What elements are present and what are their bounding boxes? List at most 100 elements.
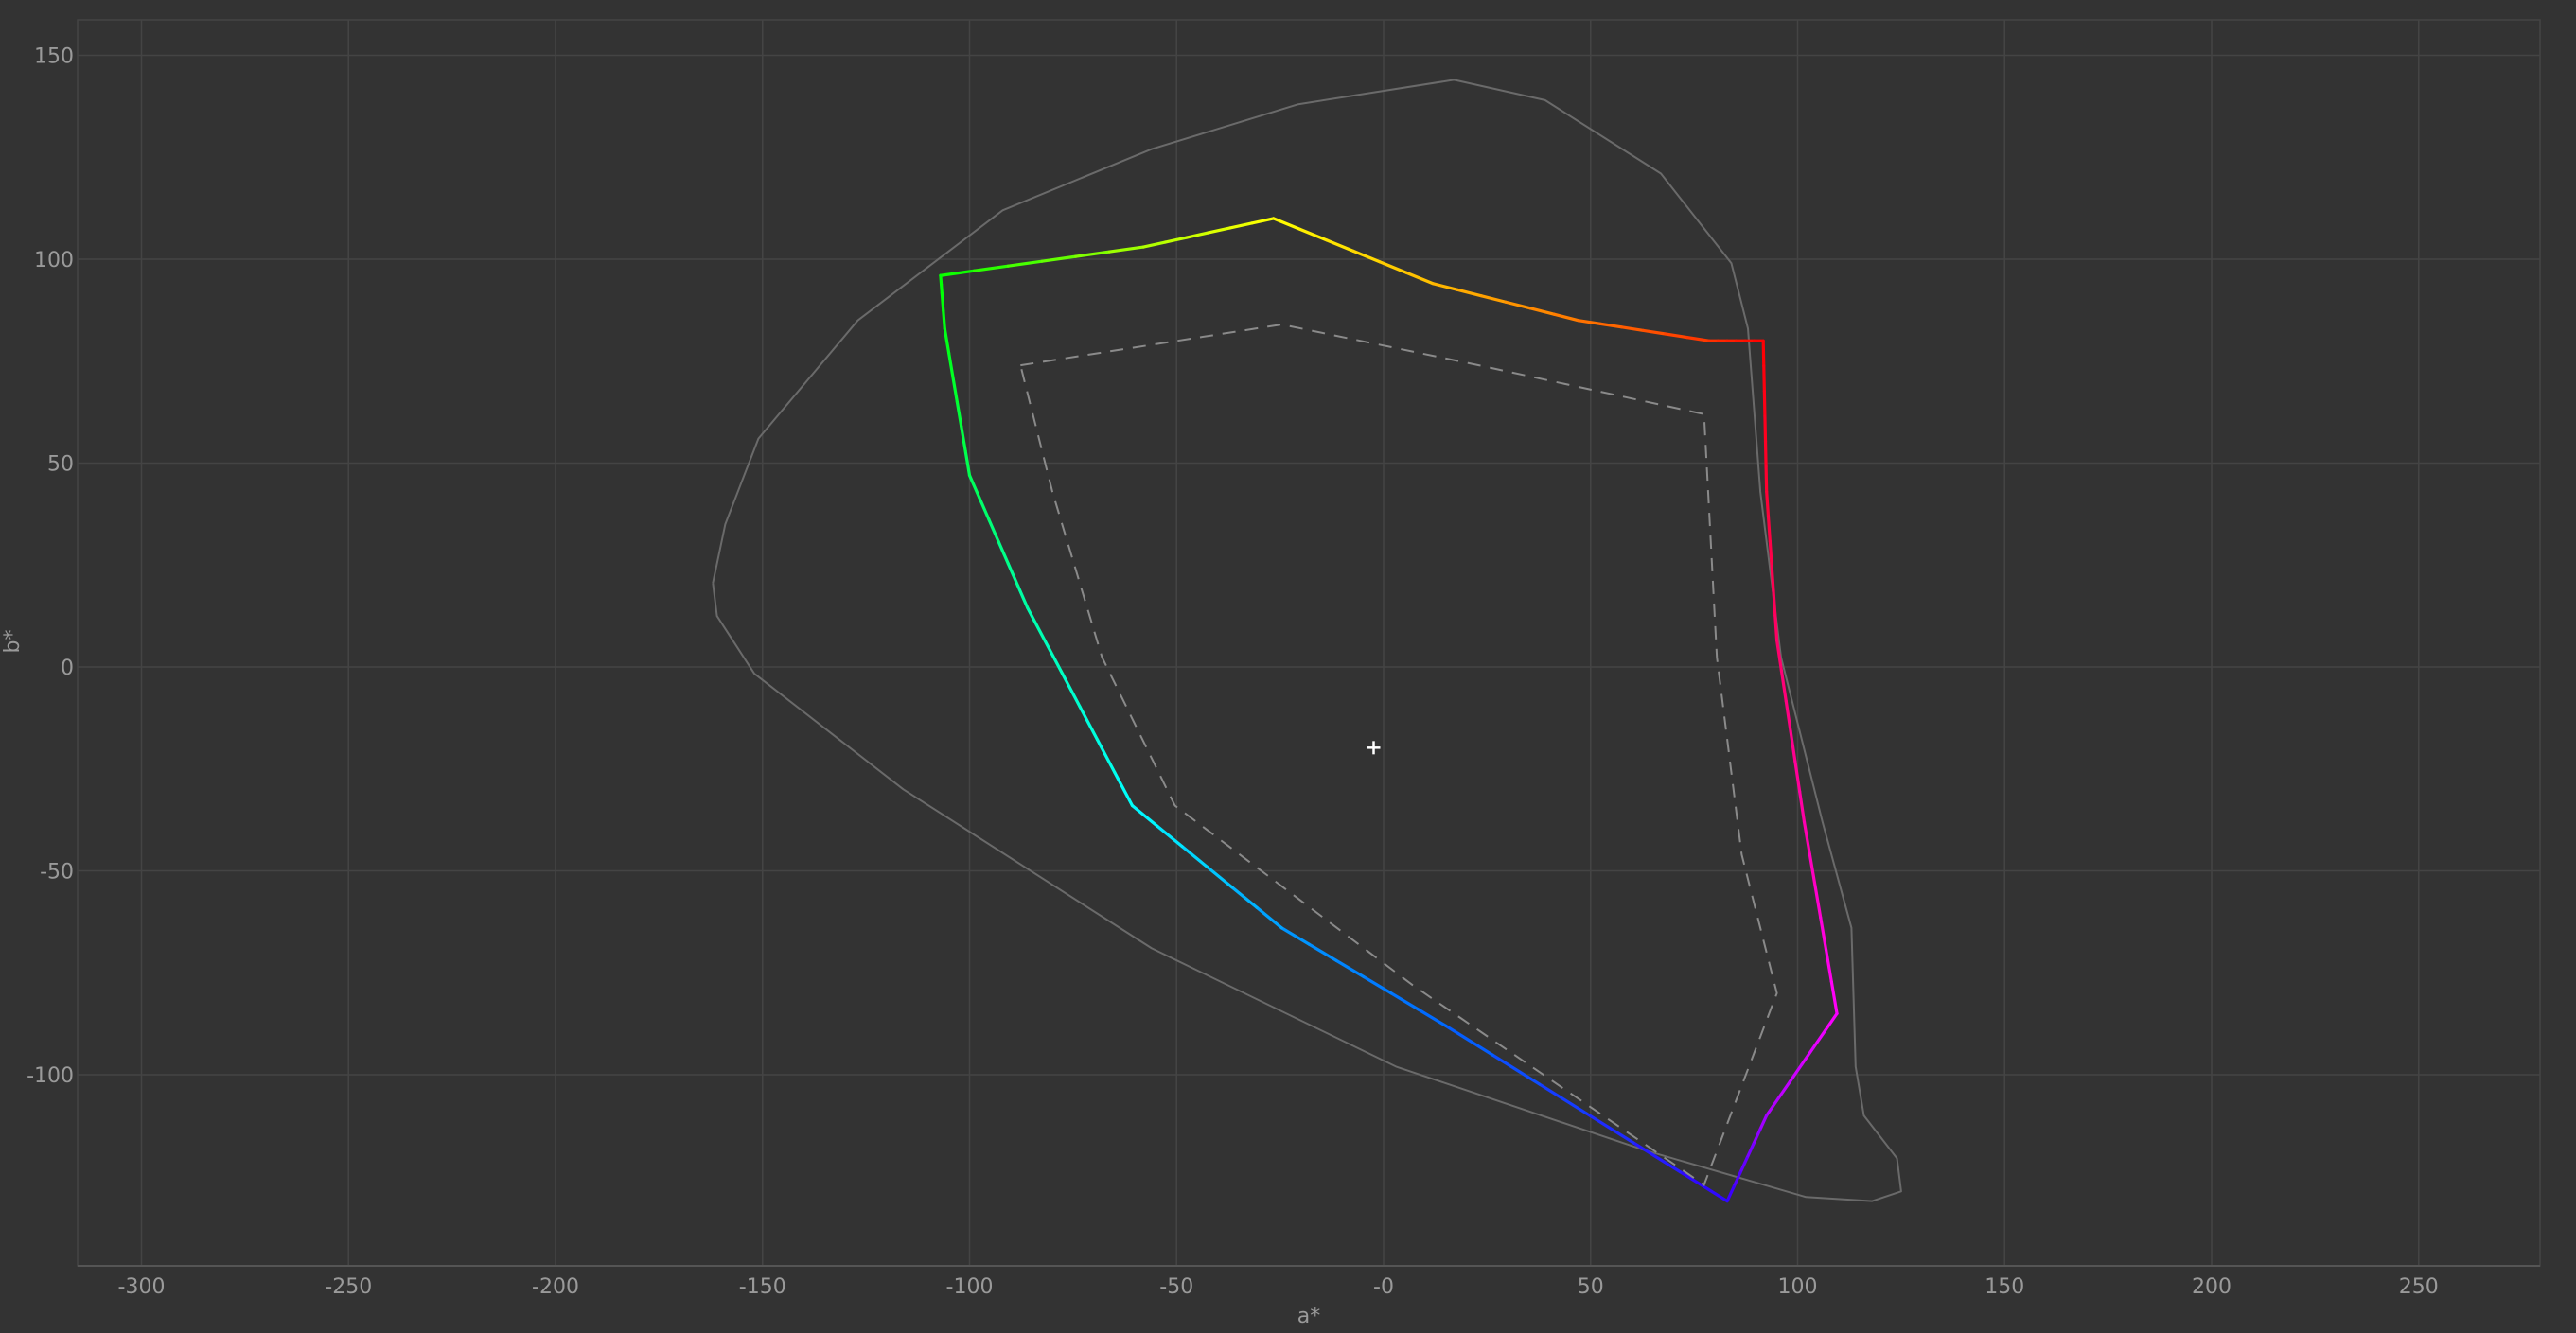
gamut-segment xyxy=(1006,259,1044,268)
gamut-segment xyxy=(1763,439,1768,468)
y-axis-label: b* xyxy=(1,630,25,654)
gamut-segment xyxy=(955,400,963,429)
gamut-segment xyxy=(1764,465,1769,494)
gamut-segment xyxy=(1378,260,1408,274)
gamut-segment xyxy=(1738,1156,1749,1175)
gamut-segment xyxy=(1775,639,1784,673)
gamut-segment xyxy=(1798,790,1807,824)
gamut-segment xyxy=(1180,845,1209,868)
gamut-segment xyxy=(943,326,951,355)
gamut-segment xyxy=(939,269,977,277)
gamut-segment xyxy=(1207,226,1232,235)
gamut-segment xyxy=(1752,1128,1762,1146)
gamut-segment xyxy=(1779,669,1788,703)
gamut-segment xyxy=(1762,364,1766,393)
x-tick-label: -200 xyxy=(532,1275,579,1299)
gamut-segment xyxy=(1538,1082,1588,1115)
gamut-segment xyxy=(1491,1053,1542,1086)
gamut-segment xyxy=(1793,760,1802,794)
x-tick-label: 150 xyxy=(1985,1275,2024,1299)
gamut-segment xyxy=(1351,249,1382,264)
gamut-segment xyxy=(1768,539,1773,568)
gamut-segment xyxy=(1664,332,1689,340)
gamut-segment xyxy=(1824,1011,1839,1032)
x-tick-label: -300 xyxy=(118,1275,166,1299)
y-tick-label: 100 xyxy=(34,249,74,272)
gamut-segment xyxy=(963,448,972,478)
gamut-segment xyxy=(1061,672,1082,709)
x-tick-label: -50 xyxy=(1159,1275,1193,1299)
gamut-segment xyxy=(1552,312,1580,323)
gamut-segment xyxy=(1802,820,1811,856)
gamut-segment xyxy=(1107,245,1145,254)
gamut-segment xyxy=(951,376,959,404)
gamut-segment xyxy=(1250,217,1276,225)
gamut-segment xyxy=(1279,926,1311,946)
gamut-segment xyxy=(1078,705,1100,742)
gamut-segment xyxy=(1811,1028,1827,1049)
gamut-segment xyxy=(1808,851,1817,887)
gamut-segment xyxy=(1185,231,1210,239)
gamut-segment xyxy=(1829,979,1839,1015)
gamut-segment xyxy=(1431,282,1459,291)
gamut-segment xyxy=(1015,584,1030,610)
gamut-segment xyxy=(1228,221,1254,230)
x-tick-label: -100 xyxy=(946,1275,994,1299)
gamut-segment xyxy=(1417,1008,1448,1027)
y-tick-label: -50 xyxy=(40,861,74,885)
gamut-segment xyxy=(1598,322,1624,329)
gamut-segment xyxy=(1456,288,1484,298)
y-tick-label: -100 xyxy=(26,1064,74,1088)
gamut-segment xyxy=(1761,339,1766,368)
gamut-segment xyxy=(978,496,991,521)
gamut-segment xyxy=(947,351,955,379)
gamut-segment xyxy=(1762,389,1767,418)
gamut-segment xyxy=(1824,948,1833,984)
gamut-segment xyxy=(1773,614,1779,642)
gamut-segment xyxy=(1763,414,1768,444)
x-tick-label: 250 xyxy=(2399,1275,2439,1299)
gamut-segment xyxy=(1765,1096,1780,1117)
gamut-segment xyxy=(1732,1170,1742,1189)
gamut-segment xyxy=(1813,884,1823,920)
gamut-segment xyxy=(1772,588,1777,618)
gamut-segment xyxy=(1163,236,1189,244)
x-tick-label: 50 xyxy=(1578,1275,1604,1299)
gamut-segment xyxy=(1141,240,1167,249)
plot-frame xyxy=(77,19,2541,1267)
gamut-segment xyxy=(1479,294,1508,304)
x-tick-label: 200 xyxy=(2192,1275,2232,1299)
gamut-segment xyxy=(987,517,1000,544)
gamut-segment xyxy=(1130,803,1159,828)
x-tick-label: 100 xyxy=(1778,1275,1818,1299)
gamut-segment xyxy=(1156,824,1184,849)
gamut-segment xyxy=(967,473,981,500)
gamut-segment xyxy=(1334,958,1366,979)
gamut-segment xyxy=(1770,564,1775,593)
gamut-segment xyxy=(1040,254,1078,263)
gamut-segment xyxy=(1577,319,1602,325)
gamut-segment xyxy=(1620,325,1646,333)
gamut-segment xyxy=(1272,217,1302,231)
gamut-segment xyxy=(1745,1142,1756,1160)
gamut-segment xyxy=(1725,1184,1736,1203)
series-layer xyxy=(712,79,1902,1203)
x-tick-label: -250 xyxy=(325,1275,372,1299)
gamut-segment xyxy=(1800,1045,1815,1066)
reference-gamut-line xyxy=(1019,323,1778,1186)
gamut-segment xyxy=(1444,1024,1494,1057)
gamut-segment xyxy=(1362,974,1393,995)
gamut-segment xyxy=(1758,1114,1769,1131)
gamut-segment xyxy=(1527,307,1556,316)
gamut-segment xyxy=(1307,942,1338,962)
gamut-segment xyxy=(1819,916,1828,952)
gamut-segment xyxy=(1766,515,1772,543)
gamut-segment xyxy=(1095,738,1117,775)
gamut-segment xyxy=(960,425,967,453)
x-axis-label: a* xyxy=(1297,1305,1320,1328)
gamut-segment xyxy=(1789,729,1797,763)
y-tick-label: 150 xyxy=(34,45,74,69)
gamut-segment xyxy=(1632,1141,1683,1174)
gamut-segment xyxy=(997,539,1010,566)
